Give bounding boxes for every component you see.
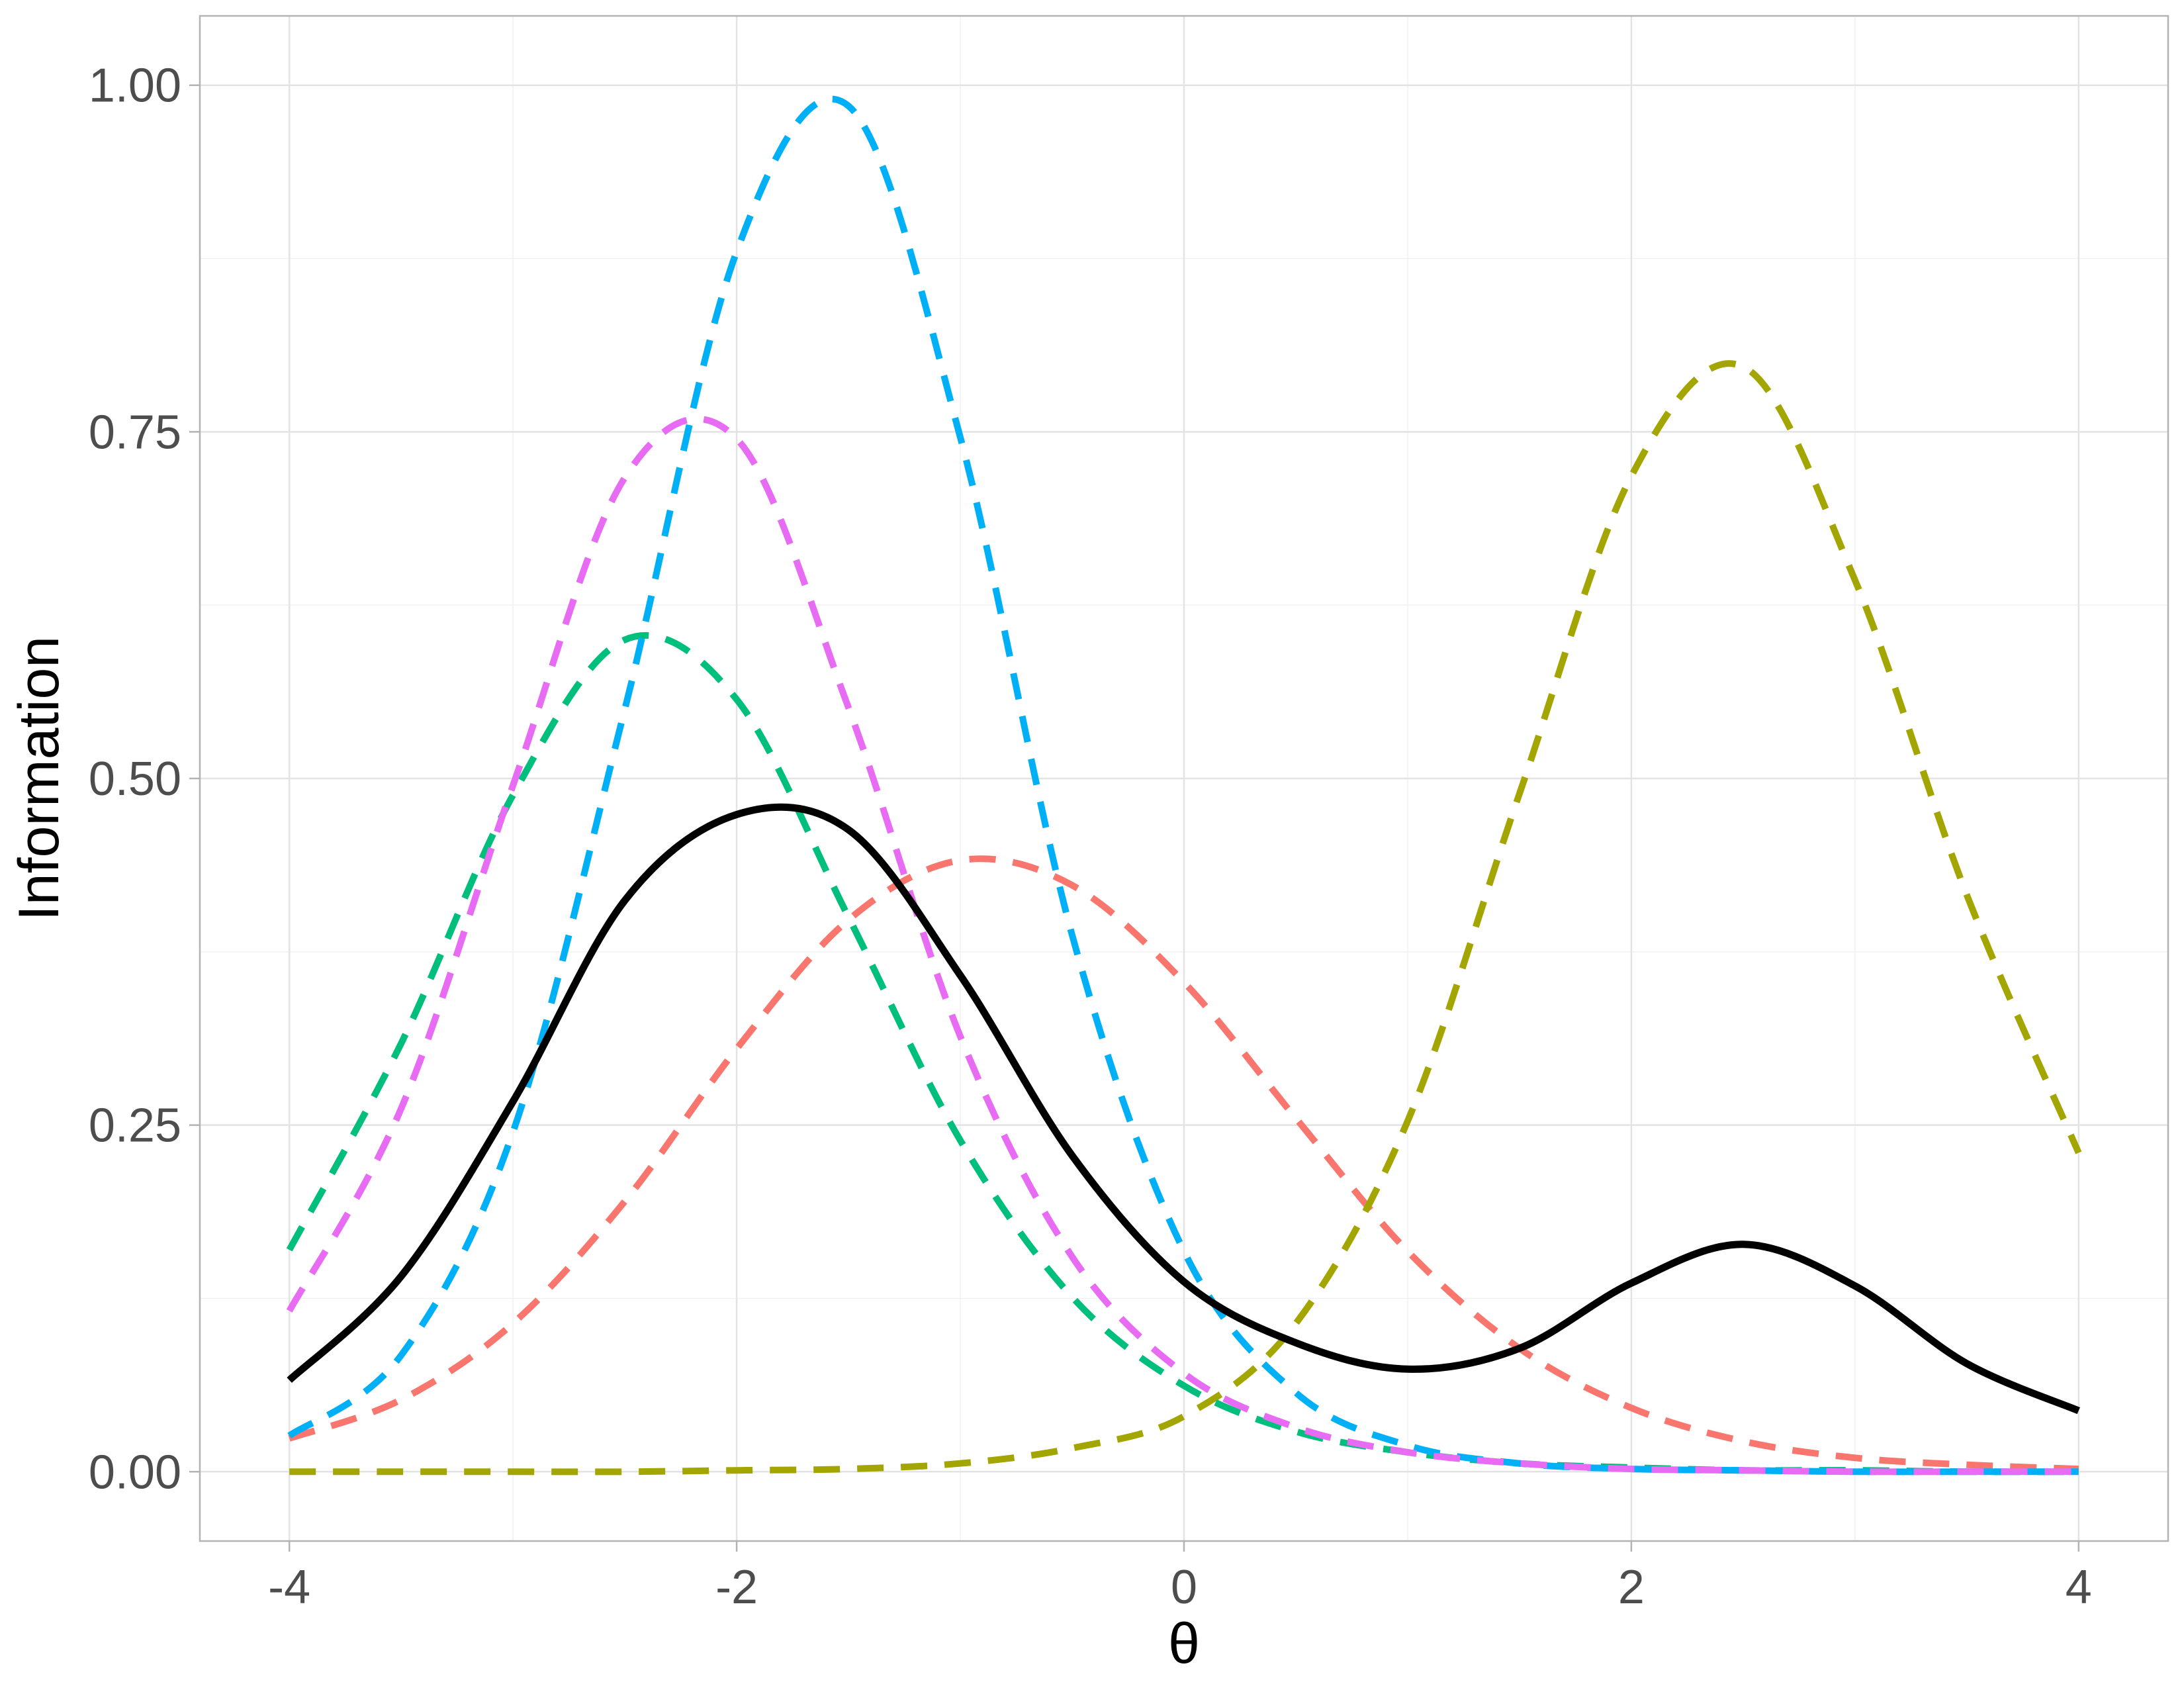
y-axis-title: Information — [7, 636, 71, 921]
x-axis: -4 -2 0 2 4 — [268, 1541, 2092, 1614]
series-line-4 — [287, 95, 2079, 1476]
x-tick-label: 2 — [1618, 1561, 1645, 1614]
x-tick-label: 4 — [2066, 1561, 2092, 1614]
y-axis: 0.00 0.25 0.50 0.75 1.00 — [89, 60, 200, 1499]
x-tick-label: -4 — [268, 1561, 310, 1614]
y-tick-label: 1.00 — [89, 60, 181, 113]
y-tick-label: 0.50 — [89, 753, 181, 806]
series-line-1 — [288, 855, 2079, 1473]
x-axis-title: θ — [1168, 1612, 1200, 1675]
series-line-5 — [286, 415, 2079, 1476]
x-tick-label: -2 — [715, 1561, 758, 1614]
y-tick-label: 0.25 — [89, 1100, 181, 1152]
series-line-2 — [289, 360, 2082, 1476]
y-tick-label: 0.00 — [89, 1446, 181, 1499]
x-tick-label: 0 — [1171, 1561, 1197, 1614]
y-tick-label: 0.75 — [89, 406, 181, 459]
series-lines — [286, 95, 2082, 1476]
series-line-6 — [287, 803, 2080, 1415]
